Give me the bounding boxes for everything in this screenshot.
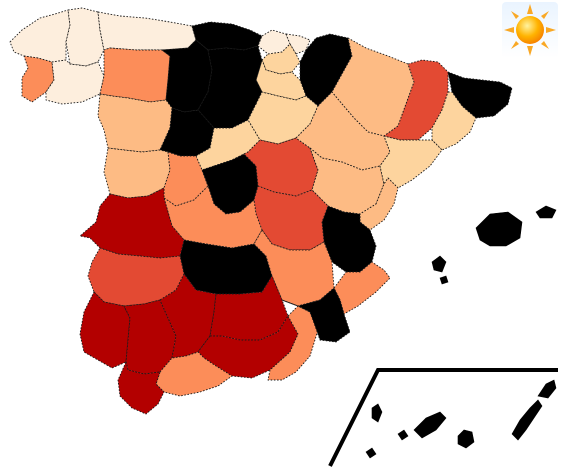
region-ciudad-real[interactable] <box>179 239 273 295</box>
region-navarra[interactable] <box>299 33 353 107</box>
region-lugo[interactable] <box>65 7 105 67</box>
region-pontevedra[interactable] <box>21 55 55 103</box>
region-badajoz[interactable] <box>87 247 185 307</box>
island-menorca[interactable] <box>535 205 557 219</box>
region-alicante[interactable] <box>333 261 391 315</box>
island-gran-canaria[interactable] <box>457 429 475 449</box>
region-zamora[interactable] <box>97 93 173 153</box>
region-murcia[interactable] <box>281 287 351 343</box>
region-girona[interactable] <box>447 71 513 119</box>
region-salamanca[interactable] <box>103 147 171 199</box>
island-fuerteventura[interactable] <box>511 399 543 441</box>
region-barcelona[interactable] <box>431 91 477 151</box>
region-baleares[interactable] <box>431 205 557 285</box>
region-tarragona[interactable] <box>379 135 443 189</box>
region-huelva[interactable] <box>79 291 131 369</box>
island-tenerife[interactable] <box>413 411 447 439</box>
region-lleida[interactable] <box>383 59 449 141</box>
region-ourense[interactable] <box>45 59 105 105</box>
canary-inset-frame <box>328 368 558 467</box>
region-a-coruna[interactable] <box>9 9 71 63</box>
sun-icon <box>502 2 558 58</box>
island-lanzarote[interactable] <box>537 379 557 399</box>
region-asturias[interactable] <box>97 11 197 51</box>
region-canarias[interactable] <box>365 379 557 459</box>
island-el-hierro[interactable] <box>365 447 377 459</box>
region-almeria[interactable] <box>267 305 319 381</box>
island-ibiza[interactable] <box>431 255 447 273</box>
island-la-gomera[interactable] <box>397 429 409 441</box>
island-mallorca[interactable] <box>475 211 523 247</box>
region-jaen[interactable] <box>209 275 289 341</box>
region-zaragoza[interactable] <box>295 91 391 171</box>
island-formentera[interactable] <box>439 275 449 285</box>
region-leon[interactable] <box>99 47 171 103</box>
region-cadiz[interactable] <box>117 361 165 415</box>
island-la-palma[interactable] <box>371 403 383 423</box>
